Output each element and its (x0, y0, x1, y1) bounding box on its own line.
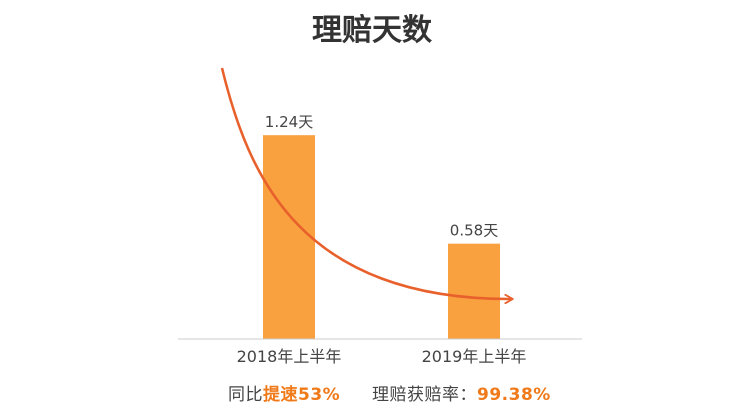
footer-yoy: 同比提速53% (228, 380, 340, 405)
bar-2 (448, 243, 500, 339)
bar-value-label-2: 0.58天 (450, 222, 498, 240)
x-tick-label-1: 2018年上半年 (237, 347, 342, 366)
footer-yoy-value: 提速53% (263, 385, 341, 405)
footer-claim-rate-value: 99.38% (477, 385, 551, 405)
footer-claim-rate-prefix: 理赔获赔率： (372, 385, 477, 405)
trend-arrow (220, 67, 512, 299)
bars-layer (263, 135, 500, 339)
labels-layer: 1.24天 2018年上半年 0.58天 2019年上半年 (237, 113, 527, 366)
footer-claim-rate: 理赔获赔率：99.38% (372, 380, 551, 405)
bar-value-label-1: 1.24天 (265, 113, 313, 131)
footer-yoy-prefix: 同比 (228, 385, 263, 405)
bar-1 (263, 135, 315, 339)
chart-title: 理赔天数 (312, 13, 433, 48)
x-tick-label-2: 2019年上半年 (422, 347, 527, 366)
